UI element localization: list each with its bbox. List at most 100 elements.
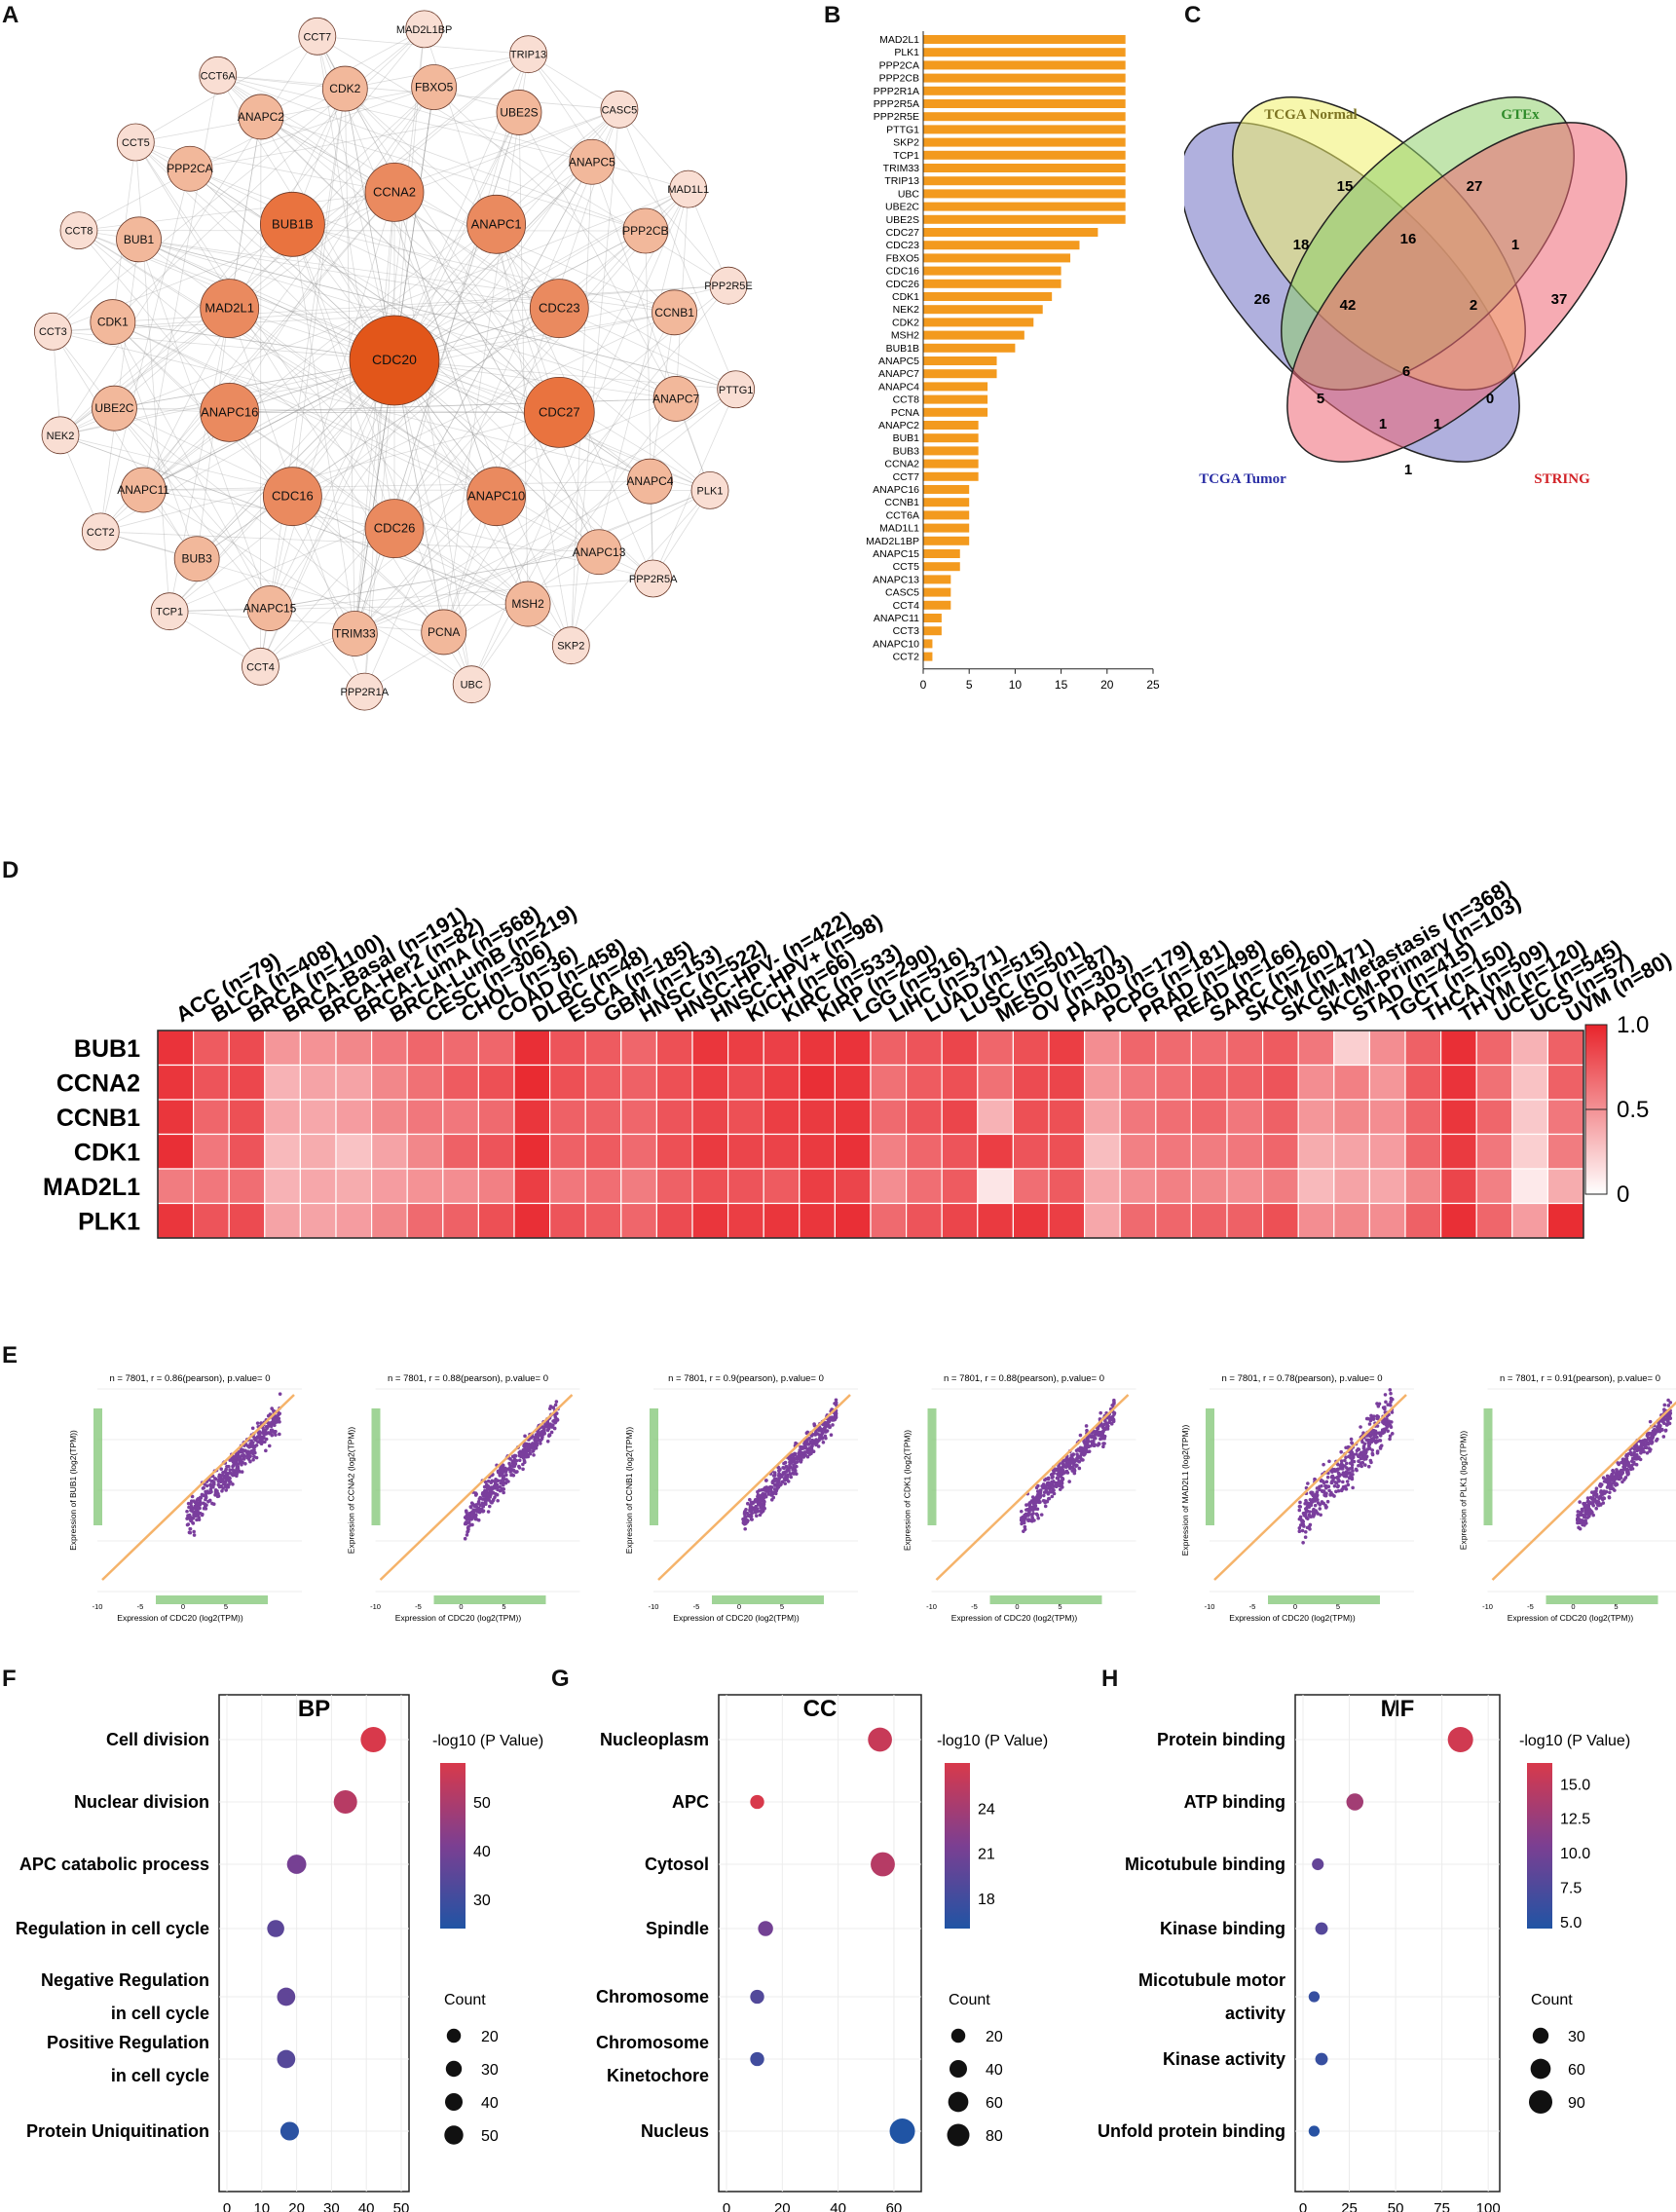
scatter-point xyxy=(1367,1422,1372,1426)
scatter-point xyxy=(1333,1481,1338,1484)
scatter-point xyxy=(231,1482,235,1486)
x-tick-label: 15 xyxy=(1055,678,1068,692)
network-node-label: BUB3 xyxy=(181,552,212,566)
scatter-point xyxy=(266,1421,271,1425)
scatter-xtick-label: 5 xyxy=(780,1602,784,1611)
heatmap-cell xyxy=(157,1064,195,1101)
scatter-point xyxy=(249,1443,253,1447)
scatter-ylabel: Expression of CCNA2 (log2(TPM)) xyxy=(347,1427,356,1555)
scatter-point xyxy=(223,1484,228,1489)
network-node-label: TRIP13 xyxy=(510,50,546,61)
scatter-point xyxy=(800,1458,803,1462)
x-tick-label: 60 xyxy=(886,2200,903,2212)
network-node xyxy=(364,162,425,222)
bar xyxy=(923,330,1024,340)
network-node-label: UBE2S xyxy=(500,105,538,119)
heatmap-cell xyxy=(548,1168,586,1205)
heatmap-cell xyxy=(1333,1133,1371,1170)
category-label: Cytosol xyxy=(645,1855,709,1874)
scatter-point xyxy=(742,1512,747,1517)
scatter-point xyxy=(1052,1471,1057,1476)
scatter-xlabel: Expression of CDC20 (log2(TPM)) xyxy=(1229,1613,1356,1623)
network-node xyxy=(690,471,729,509)
scatter-xtick-label: 0 xyxy=(737,1602,741,1611)
scatter-point xyxy=(525,1443,530,1448)
heatmap-cell xyxy=(371,1099,408,1136)
scatter-point xyxy=(1297,1526,1302,1530)
network-node-label: ANAPC2 xyxy=(238,110,284,124)
scatter-point xyxy=(235,1463,240,1467)
scatter-point xyxy=(232,1463,236,1467)
network-edge xyxy=(393,192,472,685)
heatmap-cell xyxy=(1546,1064,1584,1101)
scatter-point xyxy=(1363,1463,1367,1467)
scatter-point xyxy=(1592,1492,1597,1497)
scatter-point xyxy=(548,1423,553,1428)
network-edge xyxy=(393,359,600,553)
heatmap-cell xyxy=(264,1202,301,1239)
bar-label: CDC26 xyxy=(886,279,920,290)
scatter-point xyxy=(1041,1493,1046,1498)
scatter-xtick-label: 0 xyxy=(1293,1602,1297,1611)
network-node-label: ANAPC5 xyxy=(569,155,615,169)
scatter-point xyxy=(1344,1474,1348,1479)
network-edge xyxy=(99,239,139,532)
heatmap-cell xyxy=(1119,1168,1157,1205)
scatter-point xyxy=(809,1434,814,1438)
scatter-point xyxy=(1378,1446,1383,1450)
scatter-point xyxy=(265,1425,270,1430)
scatter-point xyxy=(773,1477,778,1481)
scatter-point xyxy=(542,1432,546,1436)
heatmap-cell xyxy=(406,1168,444,1205)
scatter-point xyxy=(1583,1518,1587,1523)
scatter-point xyxy=(548,1405,553,1408)
bar-label: NEK2 xyxy=(893,304,920,316)
size-legend-label: 60 xyxy=(1568,2062,1585,2079)
scatter-point xyxy=(1375,1435,1379,1440)
scatter-point xyxy=(1350,1458,1355,1463)
heatmap-cell xyxy=(264,1133,301,1170)
bar xyxy=(923,318,1034,327)
scatter-point xyxy=(1339,1459,1344,1463)
colorbar-title: -log10 (P Value) xyxy=(1519,1733,1630,1749)
bar-label: PCNA xyxy=(891,407,919,419)
bar xyxy=(923,639,933,649)
heatmap-cell xyxy=(763,1064,801,1101)
bubble xyxy=(277,1987,296,2006)
scatter-point xyxy=(1085,1428,1089,1433)
network-edge xyxy=(269,551,600,609)
scatter-point xyxy=(537,1434,540,1438)
heatmap-cell xyxy=(406,1133,444,1170)
network-edge xyxy=(59,188,689,436)
scatter-point xyxy=(501,1475,505,1480)
heatmap-cell xyxy=(1511,1099,1549,1136)
scatter-point xyxy=(1607,1495,1612,1499)
scatter-point xyxy=(215,1494,220,1499)
scatter-point xyxy=(802,1450,807,1454)
bar xyxy=(923,35,1126,44)
scatter-point xyxy=(1312,1498,1317,1502)
network-node-label: ANAPC11 xyxy=(117,483,169,497)
heatmap-cell xyxy=(228,1030,266,1067)
bar-label: CDC23 xyxy=(886,240,920,251)
scatter-point xyxy=(472,1504,477,1509)
scatter-point xyxy=(1053,1484,1058,1488)
network-edge xyxy=(138,239,736,391)
heatmap-cell xyxy=(1190,1168,1228,1205)
heatmap-cell xyxy=(870,1030,908,1067)
scatter-point xyxy=(812,1423,817,1428)
scatter-point xyxy=(1576,1513,1580,1518)
scatter-point xyxy=(1311,1515,1316,1518)
heatmap-cell xyxy=(1297,1168,1335,1205)
scatter-point xyxy=(821,1440,826,1444)
x-tick-label: 20 xyxy=(774,2200,791,2212)
scatter-point xyxy=(269,1424,274,1429)
scatter-point xyxy=(1099,1410,1103,1415)
scatter-point xyxy=(1348,1461,1353,1466)
network-edge xyxy=(364,551,600,693)
scatter-point xyxy=(746,1513,751,1517)
size-legend-dot xyxy=(446,2028,462,2043)
scatter-point xyxy=(508,1466,512,1471)
scatter-point xyxy=(196,1497,201,1501)
scatter-point xyxy=(1026,1503,1031,1507)
